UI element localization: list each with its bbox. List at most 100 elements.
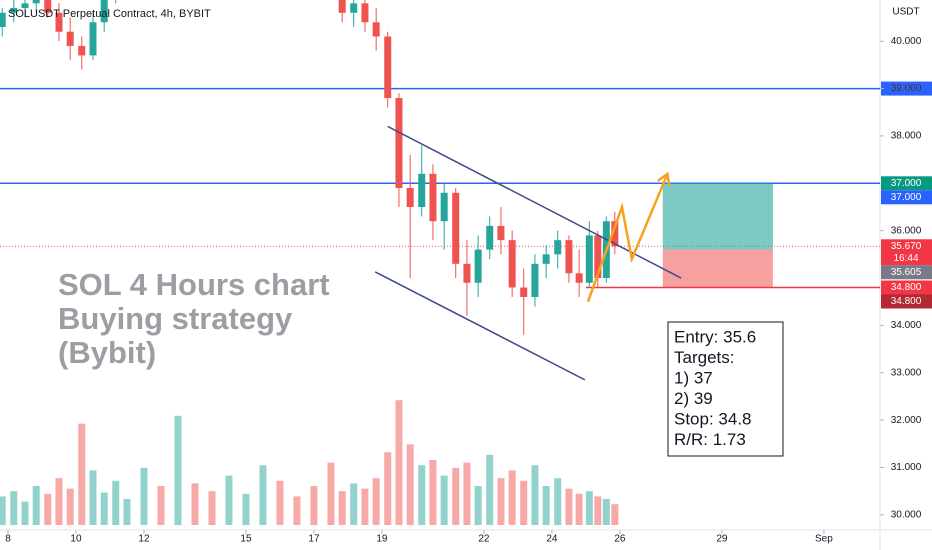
volume-bar	[531, 465, 539, 525]
volume-bar	[372, 478, 380, 525]
volume-bar	[602, 499, 610, 525]
volume-bar	[293, 496, 301, 525]
price-tag-label: 37.000	[891, 178, 922, 189]
volume-bar	[508, 470, 516, 525]
annotation: Buying strategy	[58, 301, 293, 336]
volume-bar	[350, 483, 358, 525]
volume-bar	[259, 465, 267, 525]
volume-bar	[174, 415, 182, 525]
y-tick-label: 33.000	[891, 367, 922, 378]
projection-path	[586, 173, 669, 303]
candle-body	[575, 273, 583, 283]
volume-bar	[452, 467, 460, 525]
volume-bar	[429, 460, 437, 525]
candle-body	[350, 3, 358, 13]
countdown: 16:44	[893, 253, 918, 264]
volume-bar	[611, 504, 619, 525]
price-tag-label: 37.000	[891, 192, 922, 203]
volume-bar	[140, 467, 148, 525]
volume-bar	[497, 478, 505, 525]
candle-body	[89, 22, 97, 56]
candle-body	[406, 188, 414, 207]
volume-bar	[463, 462, 471, 525]
price-tag	[881, 265, 932, 280]
candle-body	[44, 0, 52, 13]
y-tick-label: 40.000	[891, 36, 922, 47]
candle-body	[531, 263, 539, 297]
x-tick-label: 10	[70, 534, 82, 545]
y-tick-label: 34.000	[891, 320, 922, 331]
candle-body	[463, 263, 471, 283]
volume-bar	[78, 423, 86, 525]
candle-body	[554, 240, 562, 255]
candle-body	[100, 0, 108, 23]
volume-bar	[585, 491, 593, 525]
volume-bar	[406, 444, 414, 525]
candle-body	[520, 287, 528, 297]
volume-bar	[225, 475, 233, 525]
volume-bar	[542, 486, 550, 525]
y-tick-label: 39.000	[891, 83, 922, 94]
candle-body	[429, 173, 437, 222]
candle-body	[542, 254, 550, 264]
candle-body	[384, 36, 392, 99]
note-box	[667, 321, 784, 457]
candle-body	[508, 240, 516, 288]
candle-body	[78, 45, 86, 56]
volume-bar	[66, 488, 74, 525]
price-tag	[881, 176, 932, 191]
volume-bar	[0, 496, 6, 525]
y-tick-label: 31.000	[891, 462, 922, 473]
candle-body	[452, 192, 460, 264]
candle-body	[565, 240, 573, 274]
volume-bar	[486, 454, 494, 525]
y-tick-label: 38.000	[891, 131, 922, 142]
chart-title: SOLUSDT Perpetual Contract, 4h, BYBIT	[8, 8, 211, 20]
volume-bar	[10, 491, 18, 525]
candle-body	[395, 98, 403, 189]
candle-body	[611, 221, 619, 247]
arrow-head	[657, 171, 671, 186]
price-tag	[881, 81, 932, 96]
candle-body	[0, 12, 6, 27]
candle-body	[55, 12, 63, 32]
volume-bar	[440, 475, 448, 525]
trend-line	[387, 125, 682, 279]
price-tag-label: 34.800	[891, 282, 922, 293]
note-line: R/R: 1.73	[674, 430, 746, 449]
volume-bar	[338, 491, 346, 525]
candle-body	[372, 22, 380, 37]
note-line: Targets:	[674, 348, 734, 367]
volume-bar	[395, 400, 403, 525]
volume-bar	[21, 501, 29, 525]
price-tag-label: 34.800	[891, 296, 922, 307]
x-tick-label: 26	[614, 534, 626, 545]
stop-zone	[662, 249, 773, 288]
price-tag	[881, 280, 932, 295]
annotation: (Bybit)	[58, 335, 156, 370]
note-line: Stop: 34.8	[674, 409, 752, 428]
x-tick-label: 29	[716, 534, 728, 545]
candle-body	[418, 173, 426, 207]
x-tick-label: 22	[478, 534, 490, 545]
trend-line	[374, 271, 586, 381]
candle-body	[361, 3, 369, 23]
candle-body	[474, 249, 482, 283]
candle-body	[338, 0, 346, 13]
volume-bar	[89, 470, 97, 525]
volume-bar	[112, 480, 120, 525]
candle-body	[10, 8, 18, 13]
note-line: Entry: 35.6	[674, 327, 756, 346]
volume-bar	[474, 486, 482, 525]
x-tick-label: 19	[376, 534, 388, 545]
x-tick-label: 24	[546, 534, 558, 545]
candle-body	[66, 31, 74, 46]
volume-bar	[44, 493, 52, 525]
note-line: 2) 39	[674, 389, 713, 408]
candle-body	[21, 3, 29, 9]
x-tick-label: 12	[138, 534, 150, 545]
volume-bar	[55, 478, 63, 525]
candle-body	[32, 0, 40, 4]
